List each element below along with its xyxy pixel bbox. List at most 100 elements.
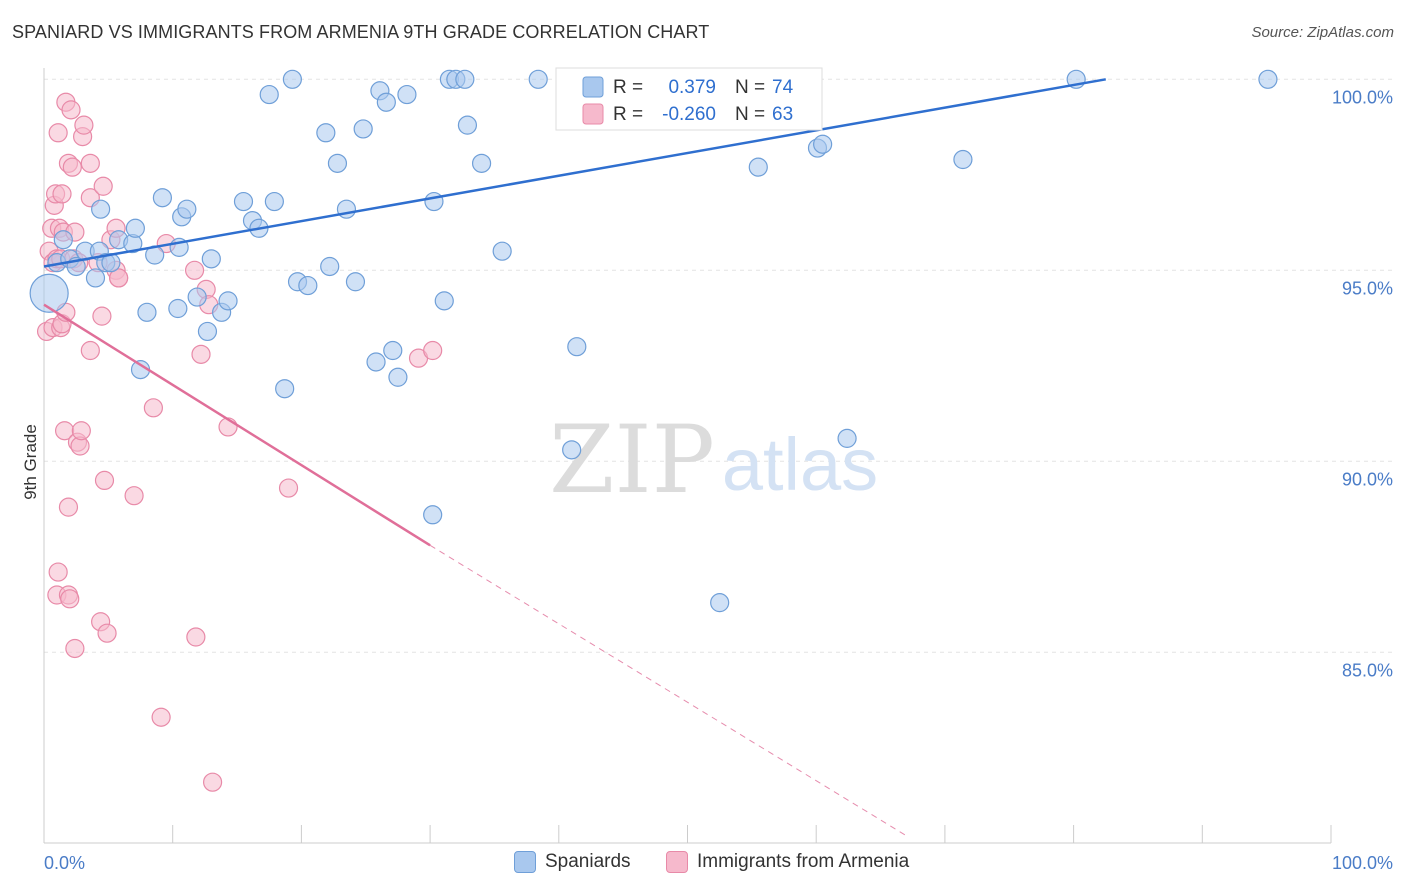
armenia-point (62, 157, 82, 177)
legend-r-label-2: R = (613, 104, 643, 125)
armenia-trend-extension (429, 544, 907, 837)
spaniards-point (567, 337, 587, 357)
spaniards-point (1258, 69, 1278, 89)
y-tick-label-100: 100.0% (1332, 87, 1393, 107)
spaniards-point (424, 191, 444, 212)
spaniards-point (748, 157, 768, 177)
spaniards-point (187, 287, 207, 307)
legend-n-label-2: N = (735, 104, 765, 125)
trend-lines (43, 78, 1106, 837)
spaniards-point (233, 191, 254, 212)
armenia-point (65, 638, 85, 659)
spaniards-point (397, 84, 417, 105)
legend-n-value-1: 74 (772, 77, 794, 98)
spaniards-point (85, 268, 106, 288)
legend-swatch-blue (514, 851, 536, 873)
armenia-point (191, 344, 211, 364)
spaniards-point (125, 218, 145, 238)
spaniards-point (457, 115, 478, 135)
spaniards-point (177, 199, 197, 219)
spaniards-point (259, 84, 279, 105)
spaniards-point (327, 153, 348, 173)
armenia-trend-line (43, 303, 431, 547)
spaniards-point (197, 321, 218, 342)
chart-title: SPANIARD VS IMMIGRANTS FROM ARMENIA 9TH … (12, 22, 710, 42)
armenia-point (71, 421, 91, 441)
armenia-point (124, 486, 144, 506)
armenia-point (58, 497, 79, 517)
legend-n-label-1: N = (735, 77, 765, 98)
spaniards-point (423, 505, 443, 525)
legend-swatch-armenia (582, 103, 604, 125)
legend-label-spaniards: Spaniards (545, 851, 631, 872)
spaniards-points (29, 69, 1278, 613)
spaniards-trend-line (43, 78, 1106, 268)
armenia-point (184, 260, 205, 280)
armenia-point (93, 176, 113, 196)
watermark-zip: ZIP (549, 406, 715, 515)
armenia-point (97, 623, 117, 643)
spaniards-point (383, 340, 403, 361)
legend-r-value-1: 0.379 (668, 77, 716, 98)
spaniards-point (562, 440, 582, 460)
spaniards-point (298, 275, 318, 296)
armenia-point (80, 153, 100, 173)
legend-r-label-1: R = (613, 77, 643, 98)
spaniards-point (168, 298, 188, 319)
armenia-point (186, 627, 206, 647)
spaniards-point (953, 149, 973, 170)
spaniards-point (492, 241, 512, 261)
armenia-point (48, 123, 68, 143)
armenia-point (92, 306, 112, 326)
spaniards-point (345, 272, 366, 292)
legend-swatch-spaniards (582, 76, 604, 98)
y-tick-labels: 85.0% 90.0% 95.0% 100.0% (1332, 87, 1393, 680)
armenia-point (202, 772, 223, 792)
spaniards-point (528, 69, 548, 89)
correlation-legend: R = 0.379 N = 74 R = -0.260 N = 63 (555, 67, 823, 131)
spaniards-point (264, 191, 284, 212)
spaniards-point (152, 188, 173, 208)
spaniards-point (434, 291, 454, 311)
armenia-point (61, 100, 81, 120)
spaniards-point (275, 379, 295, 399)
source-label: Source: ZipAtlas.com (1251, 24, 1394, 41)
legend-label-armenia: Immigrants from Armenia (697, 851, 910, 872)
armenia-point (52, 184, 72, 204)
watermark: ZIP atlas (549, 406, 878, 515)
armenia-point (80, 340, 100, 361)
armenia-point (278, 478, 299, 498)
spaniards-point (388, 367, 408, 387)
spaniards-point (29, 273, 69, 313)
axes (43, 68, 1332, 844)
series-legend: Spaniards Immigrants from Armenia (0, 851, 1406, 879)
spaniards-point (366, 352, 386, 372)
armenia-point (151, 707, 171, 727)
armenia-point (60, 589, 80, 609)
y-axis-label: 9th Grade (21, 424, 40, 500)
spaniards-point (837, 428, 857, 448)
legend-item-spaniards: Spaniards (514, 851, 631, 873)
spaniards-point (813, 134, 833, 154)
y-tick-label-95: 95.0% (1342, 278, 1393, 298)
armenia-point (48, 562, 68, 582)
armenia-point (143, 398, 163, 418)
armenia-point (94, 470, 115, 490)
armenia-point (423, 340, 443, 361)
grid-lines (44, 78, 1393, 653)
y-tick-label-85: 85.0% (1342, 660, 1393, 680)
legend-n-value-2: 63 (772, 104, 793, 125)
x-tick-label-min: 0.0% (44, 853, 85, 873)
legend-item-armenia: Immigrants from Armenia (666, 851, 909, 873)
spaniards-point (320, 256, 340, 277)
spaniards-point (316, 123, 336, 143)
spaniards-point (201, 249, 221, 269)
spaniards-point (282, 69, 302, 89)
spaniards-point (471, 153, 492, 173)
spaniards-point (455, 69, 475, 89)
legend-swatch-pink (666, 851, 688, 873)
spaniards-point (353, 119, 373, 139)
legend-r-value-2: -0.260 (662, 104, 716, 125)
armenia-point (74, 115, 94, 135)
